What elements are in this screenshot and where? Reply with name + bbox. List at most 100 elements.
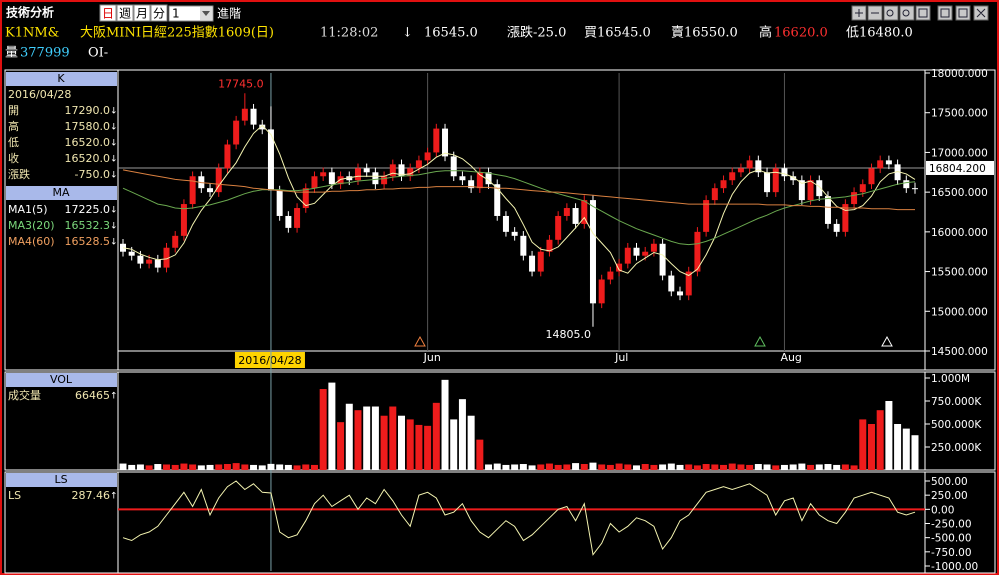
candle-body: [772, 168, 779, 193]
candle-body: [215, 168, 222, 193]
candle-body: [511, 231, 518, 236]
open-interest: OI-: [88, 46, 108, 61]
tool-button[interactable]: [883, 5, 899, 21]
quote-code: K1NM&: [5, 26, 59, 41]
info-label: 開: [8, 104, 19, 117]
volume-bar: [780, 464, 788, 470]
candle-body: [807, 180, 814, 201]
volume-bar: [606, 464, 614, 470]
advanced-button[interactable]: 進階: [217, 6, 241, 21]
candle-body: [798, 180, 805, 201]
info-value: 16520.0: [65, 152, 111, 165]
tool-button[interactable]: [899, 5, 915, 21]
tool-icons: [855, 8, 986, 18]
quote-line: K1NM& 大阪MINI日經225指數1609(日) 11:28:02 ↓ 16…: [5, 25, 913, 61]
period-label[interactable]: 分: [153, 7, 165, 21]
volume-bar: [215, 464, 223, 470]
period-label[interactable]: 週: [119, 7, 131, 21]
info-value: 17580.0: [65, 120, 111, 133]
candle-body: [903, 180, 910, 189]
candle-body: [502, 215, 509, 232]
y-tick-label: 500.00: [931, 476, 968, 488]
info-value: 287.46: [72, 489, 111, 502]
volume-bar: [467, 415, 475, 470]
cursor-date-box: [234, 352, 305, 368]
volume-bar: [493, 463, 501, 470]
info-label: MA3(20): [8, 219, 55, 232]
y-tick-label: 18000.000: [931, 68, 988, 80]
window-tools: [851, 5, 989, 21]
moving-average-line: [122, 169, 915, 211]
volume-bar: [580, 464, 588, 470]
select-arrow[interactable]: [202, 11, 210, 16]
volume-bar: [615, 463, 623, 470]
volume-bar: [528, 465, 536, 470]
quote-low: 低16480.0: [846, 26, 913, 41]
candle-body: [859, 184, 866, 193]
volume-bar: [337, 422, 345, 470]
panel-header-label: VOL: [50, 373, 73, 386]
candle-body: [442, 128, 449, 157]
crosshair-label: 16804.200: [929, 163, 986, 175]
candle-body: [598, 279, 605, 304]
candle-body: [154, 259, 161, 268]
volume-bar: [293, 465, 301, 470]
panel-header: [6, 186, 117, 200]
candle-body: [842, 204, 849, 232]
period-button[interactable]: [133, 4, 151, 22]
period-label[interactable]: 日: [102, 7, 114, 21]
y-tick-label: 500.000K: [931, 419, 982, 431]
volume-bar: [693, 465, 701, 470]
period-label[interactable]: 月: [136, 7, 148, 21]
y-tick-label: 14500.000: [931, 346, 988, 358]
volume-bar: [598, 464, 606, 470]
volume-bar: [737, 464, 745, 470]
y-tick-label: 17000.000: [931, 147, 988, 159]
period-button[interactable]: [99, 4, 117, 22]
count-value[interactable]: 1: [172, 7, 180, 21]
candle-body: [354, 168, 361, 181]
info-value: 17290.0: [65, 104, 111, 117]
volume-bar: [485, 464, 493, 470]
y-tick-label: 15500.000: [931, 267, 988, 279]
tool-button[interactable]: [915, 5, 931, 21]
candle-body: [581, 200, 588, 224]
tool-button[interactable]: [937, 5, 953, 21]
volume-bar: [807, 464, 815, 470]
info-label: 低: [8, 136, 19, 149]
volume-bar: [328, 382, 336, 470]
price-panel-frame: [4, 69, 996, 371]
ls-panel-frame: [4, 471, 996, 574]
info-value: 16528.5: [65, 235, 111, 248]
volume-bar: [841, 464, 849, 470]
volume-bar: [720, 464, 728, 470]
moving-average-line: [122, 170, 916, 246]
candle-body: [163, 247, 170, 268]
candle-body: [468, 180, 475, 189]
quote-name: 大阪MINI日經225指數1609(日): [80, 26, 274, 41]
volume-bar: [310, 464, 318, 470]
candle-body: [180, 204, 187, 236]
volume-bar: [398, 415, 406, 470]
tool-button[interactable]: [955, 5, 971, 21]
volume-bar: [876, 410, 884, 470]
volume-bar: [641, 464, 649, 470]
candle-body: [624, 247, 631, 264]
info-value: 17225.0: [65, 203, 111, 216]
signal-marker: [881, 335, 893, 347]
period-button[interactable]: [116, 4, 134, 22]
volume-bar: [476, 439, 484, 470]
candle-body: [616, 263, 623, 272]
volume-bar: [511, 464, 519, 470]
candle-body: [146, 259, 153, 264]
quote-time: 11:28:02: [320, 26, 378, 41]
info-arrow: ↓: [110, 238, 118, 248]
volume-bar: [624, 464, 632, 470]
volume-bar: [380, 415, 388, 470]
volume-bar: [867, 424, 875, 470]
info-label: 收: [8, 151, 19, 165]
period-button[interactable]: [150, 4, 168, 22]
volume-bar: [145, 465, 153, 470]
candle-body: [520, 235, 527, 256]
